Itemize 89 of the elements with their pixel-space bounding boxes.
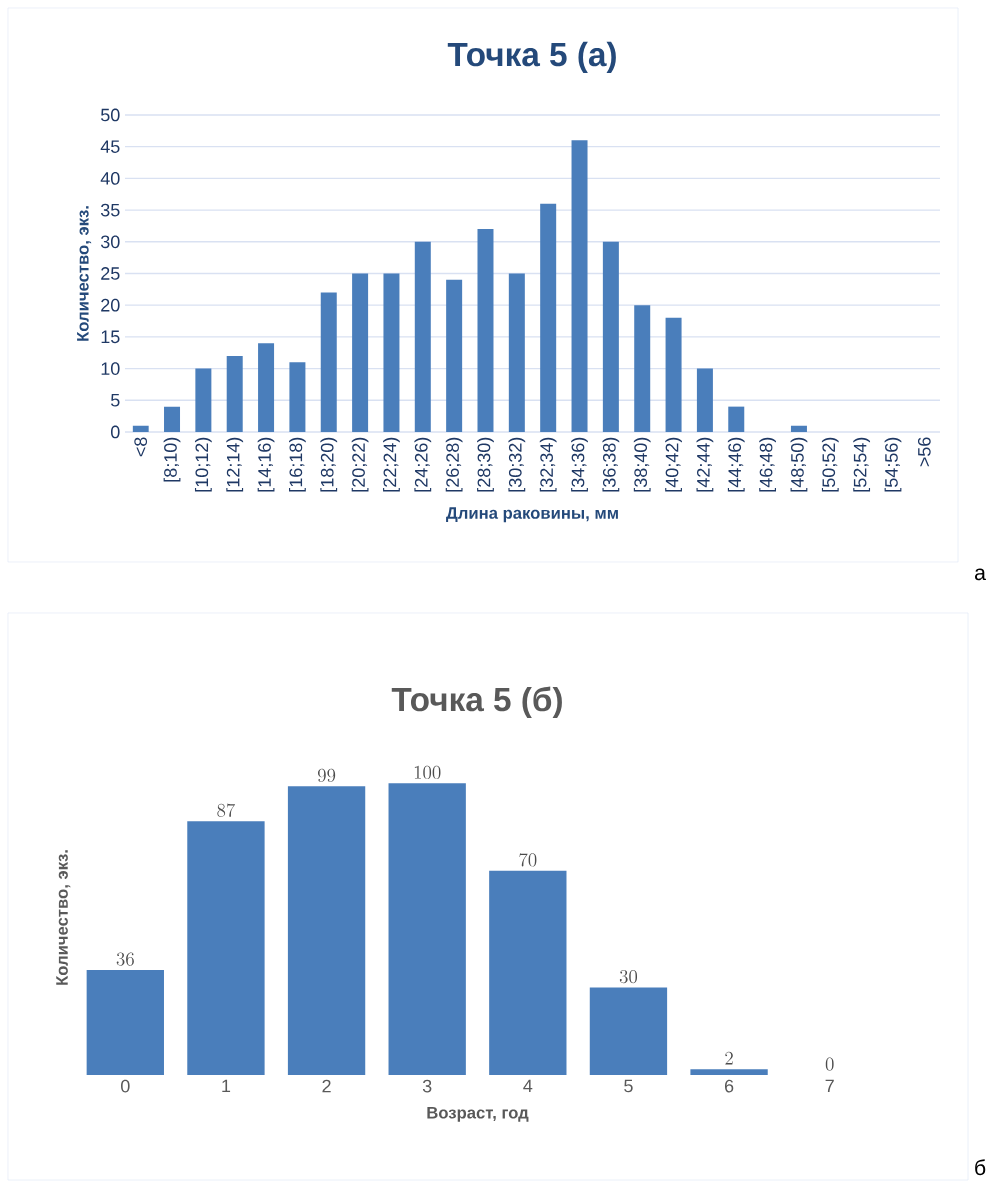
bar <box>571 140 588 432</box>
bar <box>164 406 181 432</box>
bar <box>540 203 557 432</box>
bar <box>187 821 265 1075</box>
x-tick-label: [54;56) <box>884 437 902 492</box>
data-label: 99 <box>317 768 336 782</box>
bar <box>728 406 745 432</box>
bar <box>258 343 275 432</box>
y-tick-label: 45 <box>100 140 120 153</box>
x-tick-label: [20;22) <box>351 437 369 492</box>
bar <box>195 368 212 432</box>
bar <box>665 317 682 432</box>
bar <box>690 1069 768 1075</box>
x-tick-label: [44;46) <box>727 437 745 492</box>
x-axis-title: Возраст, год <box>427 1106 529 1122</box>
x-tick-label: [40;42) <box>665 437 682 492</box>
bar <box>602 241 619 432</box>
x-tick-label: [22;24) <box>383 437 400 492</box>
x-tick-label: 4 <box>523 1079 533 1093</box>
bar <box>287 786 366 1075</box>
x-tick-label: [28;30) <box>477 437 494 492</box>
x-tick-label: [16;18) <box>289 437 306 492</box>
x-tick-label: [24;26) <box>414 437 432 492</box>
x-tick-label: [32;34) <box>539 437 557 492</box>
bar <box>414 241 431 432</box>
x-tick-label: [36;38) <box>602 437 620 492</box>
x-tick-label: >56 <box>917 437 931 467</box>
x-tick-label: [46;48) <box>759 437 776 492</box>
x-tick-label: <8 <box>134 437 148 457</box>
y-tick-label: 20 <box>101 298 120 312</box>
x-tick-label: [42;44) <box>696 437 714 492</box>
text: б <box>975 1159 986 1176</box>
data-label: 70 <box>519 853 537 867</box>
y-tick-label: 15 <box>101 330 120 344</box>
bar <box>696 368 713 432</box>
x-tick-label: [12;14) <box>226 437 244 492</box>
bar <box>634 305 651 432</box>
bar <box>289 362 306 432</box>
y-tick-label: 40 <box>100 172 120 185</box>
y-tick-label: 25 <box>101 267 120 280</box>
x-tick-label: [10;12) <box>194 437 212 492</box>
x-tick-label: 2 <box>322 1079 331 1093</box>
y-tick-label: 10 <box>101 362 120 375</box>
y-tick-label: 0 <box>110 425 120 439</box>
bar <box>589 987 668 1075</box>
x-tick-label: [26;28) <box>445 437 463 492</box>
bar <box>446 279 463 432</box>
bar <box>226 355 243 432</box>
text: а <box>974 568 986 581</box>
x-tick-label: [50;52) <box>821 437 839 492</box>
bar <box>352 273 369 432</box>
bar <box>320 292 337 432</box>
x-tick-label: 7 <box>825 1079 834 1093</box>
x-tick-label: 1 <box>222 1079 231 1093</box>
bar <box>132 425 149 432</box>
x-tick-label: [38;40) <box>633 437 651 492</box>
data-label: 2 <box>725 1051 733 1065</box>
y-tick-label: 50 <box>100 108 120 122</box>
x-tick-label: [14;16) <box>257 437 275 492</box>
bar <box>477 229 494 432</box>
x-tick-label: [52;54) <box>853 437 871 492</box>
x-tick-label: [8;10) <box>163 437 181 482</box>
x-tick-label: 5 <box>624 1079 633 1093</box>
y-axis-title: Количество, экз. <box>56 850 71 985</box>
bar <box>383 273 400 432</box>
bar <box>86 970 164 1075</box>
x-tick-label: 6 <box>724 1079 734 1093</box>
data-label: 30 <box>619 970 638 984</box>
x-tick-label: [18;20) <box>320 437 338 492</box>
data-label: 100 <box>414 765 441 780</box>
bar <box>790 425 807 432</box>
y-axis-title: Количество, экз. <box>77 206 92 341</box>
bar <box>388 783 466 1075</box>
y-tick-label: 30 <box>100 235 120 249</box>
x-tick-label: [30;32) <box>508 437 526 492</box>
y-tick-label: 5 <box>110 394 120 407</box>
data-label: 36 <box>116 952 134 966</box>
x-tick-label: 3 <box>422 1079 432 1093</box>
y-tick-label: 35 <box>100 203 120 217</box>
x-axis-title: Длина раковины, мм <box>446 507 618 523</box>
x-tick-label: [48;50) <box>790 437 808 492</box>
data-label: 0 <box>825 1057 834 1071</box>
chart-title: Точка 5 (б) <box>391 686 562 718</box>
x-tick-label: 0 <box>121 1079 130 1093</box>
data-label: 87 <box>217 803 236 817</box>
x-tick-label: [34;36) <box>571 437 588 492</box>
bar <box>489 870 567 1075</box>
chart-title: Точка 5 (а) <box>447 41 616 73</box>
bar <box>508 273 525 432</box>
